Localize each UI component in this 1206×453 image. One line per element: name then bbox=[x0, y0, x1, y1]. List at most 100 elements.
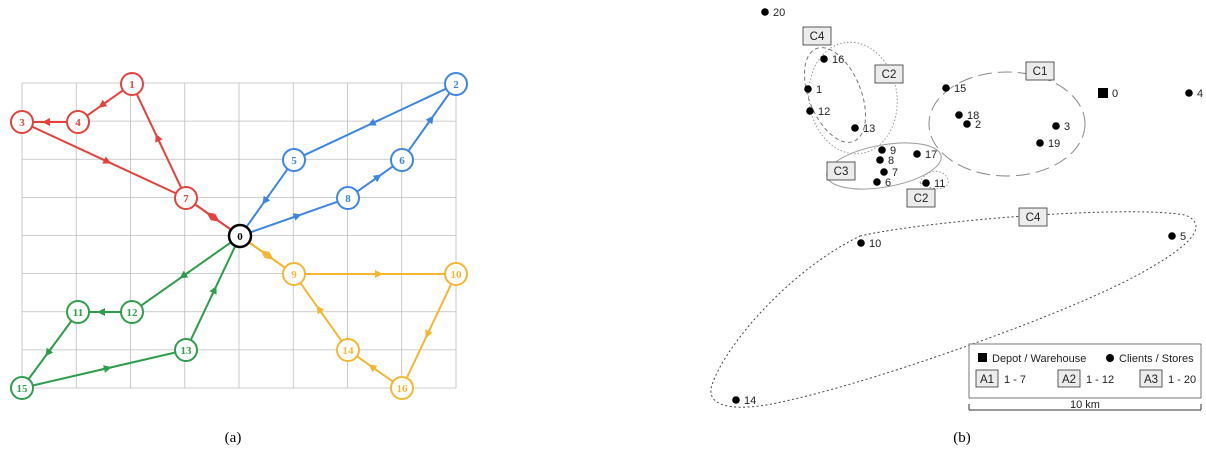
node-7 bbox=[174, 186, 198, 210]
route-arrow-5-0 bbox=[262, 194, 271, 205]
node-14 bbox=[336, 338, 360, 362]
client-2 bbox=[963, 120, 971, 128]
node-label-9: 9 bbox=[291, 269, 297, 281]
cluster-tag-box bbox=[906, 188, 936, 208]
route-arrow-13-0 bbox=[209, 285, 217, 298]
route-arrow-14-9 bbox=[316, 305, 325, 316]
legend-client-text: Clients / Stores bbox=[1119, 353, 1194, 365]
route-arrow-1-4 bbox=[98, 99, 109, 108]
client-16 bbox=[820, 55, 828, 63]
route-arrow-8-6 bbox=[371, 174, 382, 183]
node-label-7: 7 bbox=[183, 193, 189, 205]
client-label-2: 2 bbox=[975, 119, 981, 131]
client-label-3: 3 bbox=[1064, 121, 1070, 133]
client-label-4: 4 bbox=[1197, 88, 1203, 100]
client-label-13: 13 bbox=[863, 123, 875, 135]
client-label-14: 14 bbox=[744, 395, 756, 407]
legend-sets: A1 1 - 7 A2 1 - 12 A3 1 - 20 bbox=[975, 369, 1196, 388]
node-3 bbox=[10, 110, 34, 134]
node-2 bbox=[444, 72, 468, 96]
node-label-1: 1 bbox=[129, 79, 135, 91]
client-label-12: 12 bbox=[818, 106, 830, 118]
client-label-11: 11 bbox=[934, 178, 945, 190]
cluster-tag-box bbox=[1018, 207, 1048, 227]
client-label-9: 9 bbox=[890, 145, 896, 157]
legend-client-marker bbox=[1106, 354, 1114, 362]
node-label-15: 15 bbox=[17, 383, 29, 395]
client-label-1: 1 bbox=[816, 84, 822, 96]
legend-set-tag: A2 bbox=[1062, 374, 1076, 386]
cluster-tag-box bbox=[802, 26, 832, 46]
client-20 bbox=[761, 8, 769, 16]
cluster-tag-box bbox=[1025, 61, 1055, 81]
client-10 bbox=[857, 239, 865, 247]
node-label-6: 6 bbox=[399, 155, 405, 167]
cluster-tag-box bbox=[874, 64, 904, 84]
legend-set-tag-box bbox=[975, 369, 999, 388]
client-6 bbox=[873, 178, 881, 186]
node-label-3: 3 bbox=[19, 117, 25, 129]
node-16 bbox=[390, 376, 414, 400]
route-arrow-11-15 bbox=[45, 346, 54, 357]
cluster-c2-outline bbox=[808, 41, 898, 155]
cluster-tag-label: C1 bbox=[1033, 66, 1048, 78]
route-arrow-7-0 bbox=[209, 213, 220, 222]
client-9 bbox=[878, 146, 886, 154]
node-label-10: 10 bbox=[451, 269, 463, 281]
node-9 bbox=[282, 262, 306, 286]
client-7 bbox=[880, 168, 888, 176]
cluster-tag-label: C2 bbox=[882, 69, 897, 81]
route-arrow-2-5 bbox=[367, 118, 380, 126]
route-arrow-3-7 bbox=[99, 156, 112, 164]
node-label-0: 0 bbox=[237, 231, 243, 243]
client-5 bbox=[1168, 232, 1176, 240]
route-arrow-15-13 bbox=[99, 365, 112, 373]
client-label-20: 20 bbox=[773, 7, 785, 19]
node-4 bbox=[66, 110, 90, 134]
legend-set-tag: A3 bbox=[1144, 374, 1158, 386]
client-label-10: 10 bbox=[869, 238, 881, 250]
client-label-8: 8 bbox=[888, 155, 894, 167]
client-14 bbox=[732, 396, 740, 404]
legend-set-range: 1 - 12 bbox=[1086, 374, 1114, 386]
node-label-4: 4 bbox=[75, 117, 81, 129]
route-edges bbox=[27, 87, 453, 387]
caption-a: (a) bbox=[225, 430, 242, 446]
legend-depot-marker bbox=[978, 353, 987, 362]
node-label-11: 11 bbox=[73, 307, 83, 319]
cluster-c1-outline bbox=[928, 71, 1086, 177]
route-arrow-0-12 bbox=[179, 270, 190, 279]
node-10 bbox=[444, 262, 468, 286]
cluster-tag-label: C4 bbox=[810, 31, 825, 43]
route-arrow-9-0 bbox=[260, 250, 271, 259]
client-15 bbox=[942, 84, 950, 92]
route-arrow-16-14 bbox=[368, 364, 379, 373]
node-label-13: 13 bbox=[181, 345, 193, 357]
node-8 bbox=[336, 186, 360, 210]
node-label-14: 14 bbox=[343, 345, 355, 357]
node-12 bbox=[120, 300, 144, 324]
cluster-tags: C4 C2 C1 C3 C2 C4 bbox=[802, 26, 1055, 227]
client-17 bbox=[913, 150, 921, 158]
client-13 bbox=[851, 124, 859, 132]
cluster-tag-box bbox=[826, 161, 856, 181]
node-5 bbox=[282, 148, 306, 172]
node-label-5: 5 bbox=[291, 155, 297, 167]
client-label-16: 16 bbox=[832, 54, 844, 66]
cluster-tag-label: C2 bbox=[914, 193, 929, 205]
client-19 bbox=[1036, 139, 1044, 147]
legend-depot-text: Depot / Warehouse bbox=[992, 353, 1086, 365]
node-depot-0 bbox=[227, 223, 253, 249]
legend-set-tag: A1 bbox=[980, 374, 994, 386]
client-label-19: 19 bbox=[1048, 138, 1060, 150]
node-11 bbox=[66, 300, 90, 324]
scale-text: 10 km bbox=[1070, 399, 1100, 411]
client-label-5: 5 bbox=[1180, 231, 1186, 243]
client-label-7: 7 bbox=[892, 167, 898, 179]
client-label-6: 6 bbox=[885, 177, 891, 189]
caption-b: (b) bbox=[953, 430, 971, 446]
